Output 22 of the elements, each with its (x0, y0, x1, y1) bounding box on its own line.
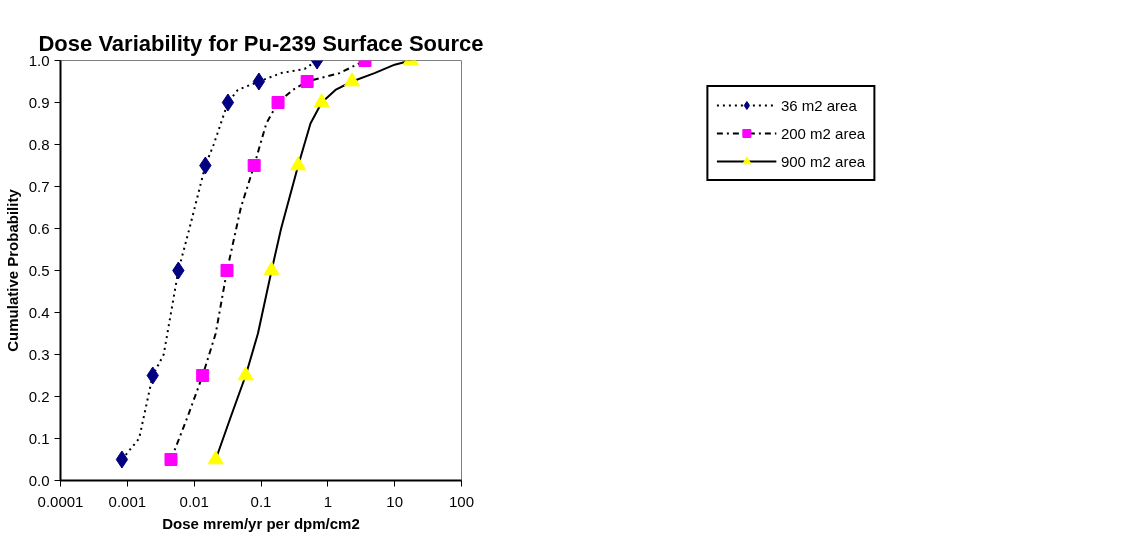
x-tick-label: 0.01 (179, 492, 209, 510)
x-tick-label: 10 (386, 492, 404, 510)
y-tick-label: 0.2 (28, 387, 50, 405)
y-axis-title: Cumulative Probability (3, 188, 21, 352)
y-tick-label: 0.3 (28, 345, 50, 363)
y-tick-label: 0.7 (28, 177, 50, 195)
y-tick-label: 0.4 (28, 303, 50, 321)
legend-label: 900 m2 area (780, 152, 866, 170)
y-tick-label: 0.6 (28, 219, 50, 237)
legend-label: 200 m2 area (780, 124, 866, 142)
y-tick-label: 0.5 (28, 261, 50, 279)
y-tick-label: 0.9 (28, 93, 50, 111)
x-axis-title: Dose mrem/yr per dpm/cm2 (162, 514, 360, 532)
legend-label: 36 m2 area (780, 96, 857, 114)
x-tick-label: 0.0001 (37, 492, 84, 510)
x-tick-label: 1 (323, 492, 333, 510)
y-tick-label: 0.0 (28, 471, 50, 489)
x-tick-label: 0.1 (250, 492, 272, 510)
y-tick-label: 0.1 (28, 429, 50, 447)
x-tick-label: 0.001 (108, 492, 147, 510)
x-tick-label: 100 (448, 492, 475, 510)
y-tick-label: 0.8 (28, 135, 50, 153)
